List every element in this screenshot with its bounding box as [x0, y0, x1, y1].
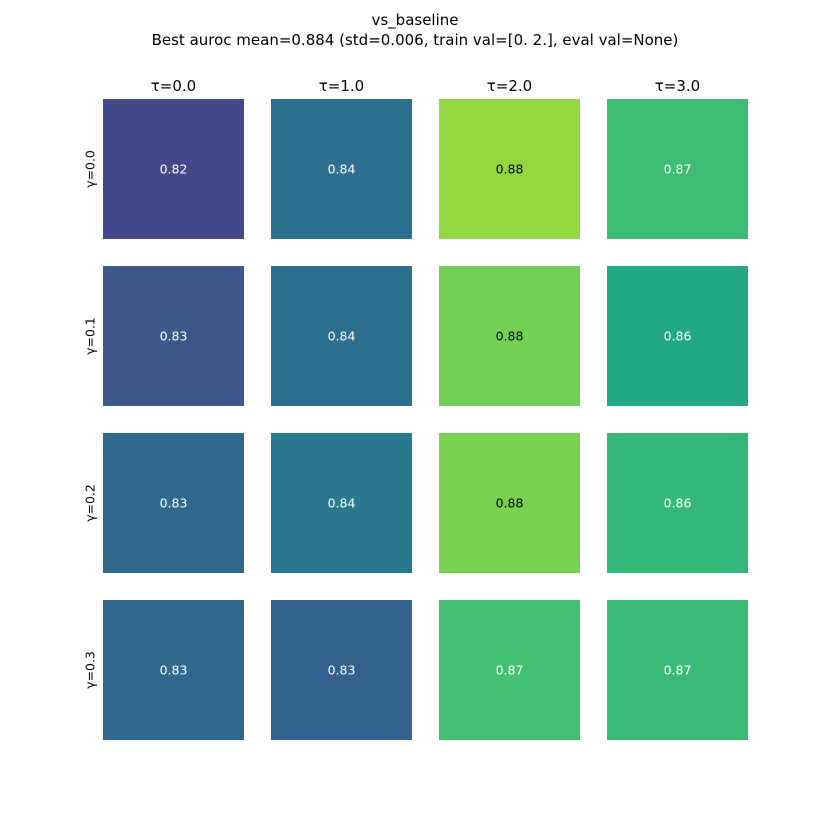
heatmap-cell [103, 99, 244, 239]
cell-value-label: 0.84 [327, 495, 356, 511]
column-label: τ=3.0 [654, 77, 701, 95]
chart-title: vs_baseline [371, 11, 459, 29]
chart-subtitle: Best auroc mean=0.884 (std=0.006, train … [151, 31, 679, 49]
cell-value-label: 0.83 [327, 662, 356, 678]
heatmap-cell [103, 600, 244, 740]
cell-value-label: 0.83 [159, 495, 188, 511]
cell-value-label: 0.86 [663, 328, 692, 344]
heatmap-cell [103, 433, 244, 573]
cell-value-label: 0.86 [663, 495, 692, 511]
cell-value-label: 0.88 [495, 328, 524, 344]
heatmap-cell [103, 266, 244, 406]
cell-value-label: 0.87 [495, 662, 524, 678]
cell-value-label: 0.83 [159, 662, 188, 678]
cell-value-label: 0.83 [159, 328, 188, 344]
heatmap-cell [607, 266, 748, 406]
cell-value-label: 0.88 [495, 495, 524, 511]
cell-value-label: 0.87 [663, 161, 692, 177]
cell-value-label: 0.82 [159, 161, 188, 177]
heatmap-cell [439, 600, 580, 740]
heatmap-cell [607, 433, 748, 573]
row-label: γ=0.0 [82, 150, 98, 188]
cell-value-label: 0.87 [663, 662, 692, 678]
heatmap-cell [271, 600, 412, 740]
row-label: γ=0.1 [82, 317, 98, 355]
heatmap-cell [439, 99, 580, 239]
cell-value-label: 0.88 [495, 161, 524, 177]
heatmap-cell [607, 600, 748, 740]
column-label: τ=0.0 [150, 77, 197, 95]
heatmap-cell [271, 433, 412, 573]
row-label: γ=0.3 [82, 651, 98, 689]
heatmap-cell [271, 99, 412, 239]
heatmap-cell [439, 266, 580, 406]
heatmap-cell [439, 433, 580, 573]
heatmap-cell [607, 99, 748, 239]
column-label: τ=2.0 [486, 77, 533, 95]
cell-value-label: 0.84 [327, 328, 356, 344]
cell-value-label: 0.84 [327, 161, 356, 177]
heatmap-cell [271, 266, 412, 406]
row-label: γ=0.2 [82, 484, 98, 522]
column-label: τ=1.0 [318, 77, 365, 95]
